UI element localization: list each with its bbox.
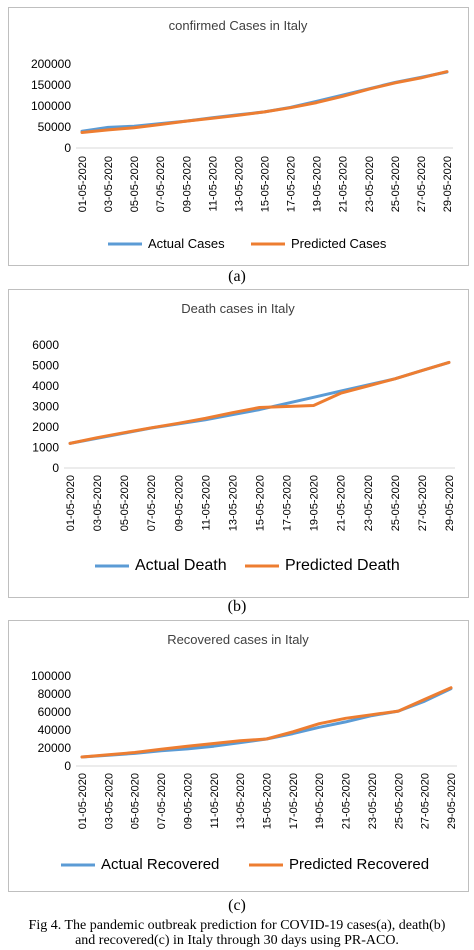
chart-title: confirmed Cases in Italy [169,18,308,33]
x-tick-label: 19-05-2020 [309,475,321,531]
x-tick-label: 25-05-2020 [390,475,402,531]
x-tick-label: 25-05-2020 [390,156,402,212]
caption-line-2: and recovered(c) in Italy through 30 day… [75,933,399,948]
x-tick-label: 01-05-2020 [65,475,77,531]
x-tick-label: 15-05-2020 [260,156,272,212]
y-tick-label: 5000 [32,359,59,373]
y-tick-label: 6000 [32,338,59,352]
chart-panel-confirmed: confirmed Cases in Italy 0 50000 100000 1500… [8,7,469,266]
x-tick-label: 27-05-2020 [417,475,429,531]
x-tick-label: 11-05-2020 [200,475,212,530]
legend-label-predicted: Predicted Cases [291,236,387,251]
x-tick-label: 29-05-2020 [444,475,456,531]
x-tick-label: 05-05-2020 [119,475,131,531]
y-tick-label: 100000 [31,99,71,113]
x-tick-label: 21-05-2020 [336,475,348,531]
y-tick-label: 20000 [38,741,72,755]
x-tick-label: 05-05-2020 [129,156,141,212]
x-tick-label: 11-05-2020 [207,156,219,211]
x-tick-label: 13-05-2020 [235,773,247,829]
x-tick-label: 17-05-2020 [288,773,300,829]
panel-label-c: (c) [228,897,246,914]
x-tick-label: 23-05-2020 [363,475,375,531]
chart-recovered: Recovered cases in Italy 0 20000 40000 60000… [31,632,458,873]
chart-panel-recovered: Recovered cases in Italy 0 20000 40000 60000… [8,620,469,892]
y-tick-label: 150000 [31,78,71,92]
x-tick-label: 23-05-2020 [367,773,379,829]
x-tick-label: 09-05-2020 [173,475,185,531]
series-line-predicted [80,686,453,759]
figure-caption: Fig 4. The pandemic outbreak prediction … [0,918,474,948]
x-tick-label: 21-05-2020 [338,156,350,212]
x-tick-label: 11-05-2020 [209,773,221,828]
series-line-actual [80,687,453,759]
y-tick-label: 80000 [38,687,72,701]
y-tick-label: 1000 [32,441,59,455]
panel-label-b: (b) [227,598,247,615]
legend-label-actual: Actual Cases [148,236,225,251]
x-tick-label: 03-05-2020 [103,773,115,829]
chart-panel-death: Death cases in Italy 0 1000 2000 3000 4000 500… [8,289,469,598]
x-tick-label: 03-05-2020 [92,475,104,531]
x-tick-label: 19-05-2020 [312,156,324,212]
x-tick-label: 01-05-2020 [77,773,89,829]
legend-label-actual: Actual Death [135,557,227,574]
series-line-predicted [80,70,449,134]
x-tick-label: 09-05-2020 [182,773,194,829]
x-tick-label: 21-05-2020 [341,773,353,829]
x-tick-label: 25-05-2020 [393,773,405,829]
x-tick-label: 27-05-2020 [416,156,428,212]
chart-confirmed: confirmed Cases in Italy 0 50000 100000 1500… [31,18,454,251]
x-tick-label: 13-05-2020 [227,475,239,531]
legend-label-actual: Actual Recovered [101,856,219,873]
x-tick-label: 03-05-2020 [103,156,115,212]
series-line-actual [80,70,449,133]
x-tick-label: 15-05-2020 [262,773,274,829]
x-tick-label: 01-05-2020 [77,156,89,212]
y-tick-label: 200000 [31,57,71,71]
x-tick-label: 07-05-2020 [155,156,167,212]
x-tick-label: 05-05-2020 [130,773,142,829]
panel-label-a: (a) [228,268,246,285]
x-tick-label: 07-05-2020 [146,475,158,531]
caption-line-1: Fig 4. The pandemic outbreak prediction … [28,918,446,933]
x-tick-label: 23-05-2020 [364,156,376,212]
legend-label-predicted: Predicted Death [285,557,400,574]
y-tick-label: 0 [64,759,71,773]
x-tick-label: 07-05-2020 [156,773,168,829]
x-tick-label: 15-05-2020 [255,475,267,531]
x-tick-label: 19-05-2020 [314,773,326,829]
y-tick-label: 100000 [31,669,71,683]
x-tick-label: 09-05-2020 [181,156,193,212]
y-tick-label: 3000 [32,400,59,414]
chart-title: Recovered cases in Italy [167,632,309,647]
chart-title: Death cases in Italy [181,301,295,316]
legend-label-predicted: Predicted Recovered [289,856,429,873]
x-tick-label: 17-05-2020 [282,475,294,531]
series-line-predicted [68,360,451,445]
chart-death: Death cases in Italy 0 1000 2000 3000 4000 500… [32,301,456,574]
y-tick-label: 50000 [38,120,72,134]
y-tick-label: 2000 [32,420,59,434]
y-tick-label: 4000 [32,379,59,393]
x-tick-label: 29-05-2020 [446,773,458,829]
x-tick-label: 27-05-2020 [420,773,432,829]
y-tick-label: 0 [64,141,71,155]
x-tick-label: 29-05-2020 [442,156,454,212]
y-tick-label: 0 [52,461,59,475]
y-tick-label: 60000 [38,705,72,719]
y-tick-label: 40000 [38,723,72,737]
x-tick-label: 17-05-2020 [286,156,298,212]
x-tick-label: 13-05-2020 [233,156,245,212]
